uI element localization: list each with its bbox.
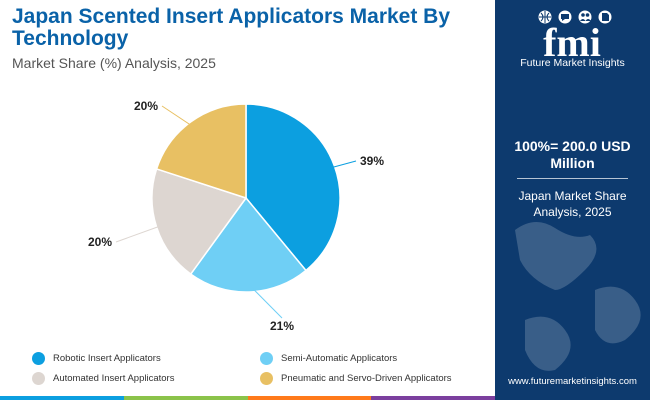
legend-label-semi-automatic: Semi-Automatic Applicators <box>281 353 398 364</box>
chart-subtitle: Market Share (%) Analysis, 2025 <box>12 55 216 71</box>
leader-line-automated <box>115 224 164 243</box>
leader-line-pneumatic <box>161 105 196 129</box>
data-label-semi-automatic: 21% <box>270 319 294 333</box>
legend-swatch-automated <box>32 372 45 385</box>
leader-line-robotic <box>327 160 357 170</box>
legend-label-automated: Automated Insert Applicators <box>53 373 175 384</box>
legend-item-semi-automatic: Semi-Automatic Applicators <box>260 352 397 365</box>
bottom-bar-segment <box>371 396 495 400</box>
pie-slice-robotic <box>245 103 341 272</box>
sidebar: fmi Future Market Insights 100%= 200.0 U… <box>495 0 650 400</box>
bottom-bar-segment <box>247 396 372 400</box>
data-label-automated: 20% <box>88 235 112 249</box>
legend-label-pneumatic: Pneumatic and Servo-Driven Applicators <box>281 373 452 384</box>
logo-wordmark: fmi <box>543 20 601 65</box>
pie-chart: 39% 21% 20% 20% <box>0 80 495 345</box>
legend-item-automated: Automated Insert Applicators <box>32 372 174 385</box>
legend-item-robotic: Robotic Insert Applicators <box>32 352 161 365</box>
people-icon <box>578 10 592 24</box>
pie-chart-svg: 39% 21% 20% 20% <box>88 99 384 333</box>
total-market-value: 100%= 200.0 USD Million <box>514 138 631 171</box>
chat-icon <box>558 10 572 24</box>
bottom-bar-segment <box>123 396 248 400</box>
logo-tagline: Future Market Insights <box>520 57 625 69</box>
legend: Robotic Insert Applicators Semi-Automati… <box>30 352 490 392</box>
pie-slice-pneumatic <box>155 103 247 200</box>
world-map-texture <box>515 221 641 371</box>
total-market-caption: Japan Market Share Analysis, 2025 <box>518 189 627 219</box>
legend-swatch-semi-automatic <box>260 352 273 365</box>
pie-slice-semi-automatic <box>189 196 307 293</box>
data-label-robotic: 39% <box>360 154 384 168</box>
chart-title: Japan Scented Insert Applicators Market … <box>12 5 451 50</box>
bottom-bar-segment <box>0 396 124 400</box>
sidebar-divider <box>517 178 628 179</box>
fmi-logo: fmi <box>538 10 612 65</box>
data-label-pneumatic: 20% <box>134 99 158 113</box>
legend-label-robotic: Robotic Insert Applicators <box>53 353 161 364</box>
website-link[interactable]: www.futuremarketinsights.com <box>508 376 637 387</box>
globe-icon <box>538 10 552 24</box>
legend-item-pneumatic: Pneumatic and Servo-Driven Applicators <box>260 372 452 385</box>
legend-swatch-pneumatic <box>260 372 273 385</box>
bottom-color-bar <box>0 396 495 400</box>
legend-swatch-robotic <box>32 352 45 365</box>
leader-line-semi-automatic <box>248 284 283 319</box>
document-icon <box>598 10 612 24</box>
